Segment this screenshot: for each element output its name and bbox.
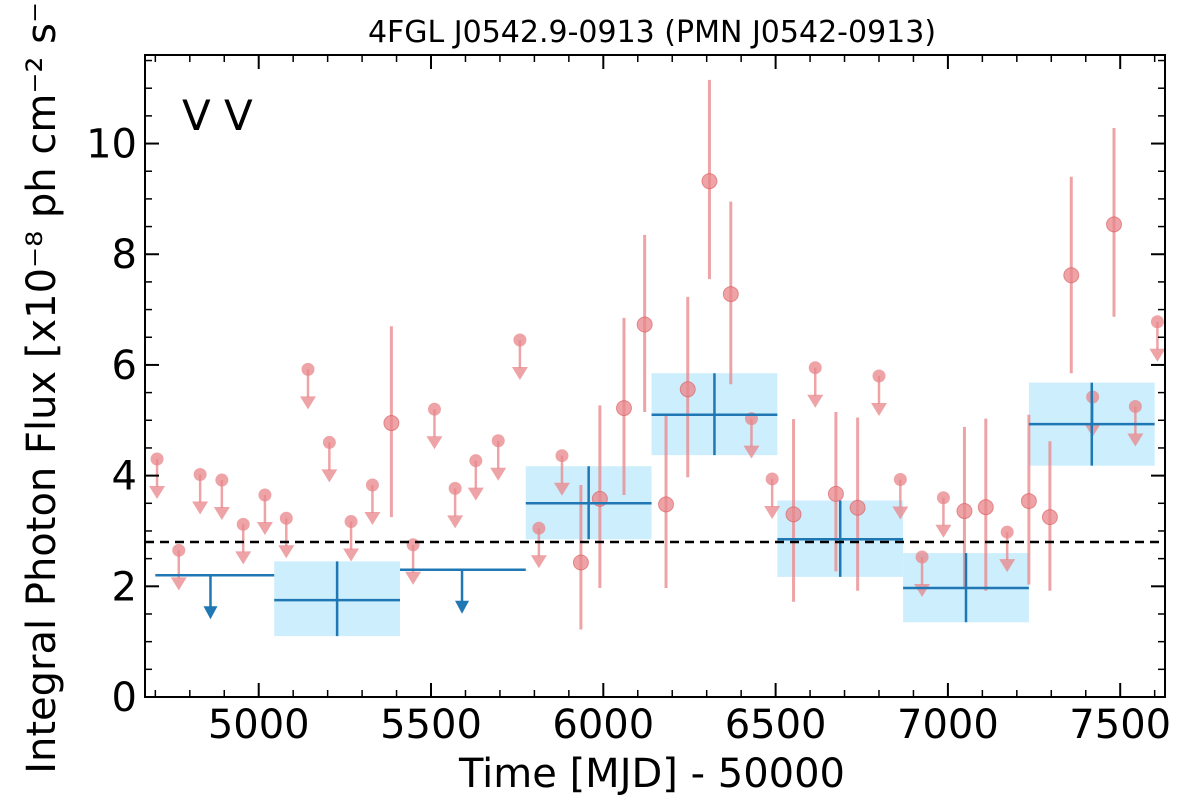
red-limit-arrow-46	[1127, 433, 1144, 447]
red-limit-point-10	[365, 478, 379, 492]
red-limit-arrow-1	[170, 577, 187, 591]
red-point-39	[977, 499, 994, 516]
red-point-43	[1063, 267, 1080, 284]
red-point-11	[383, 415, 400, 432]
x-tick-label-0: 5000	[208, 702, 310, 748]
red-limit-point-46	[1128, 399, 1142, 413]
red-limit-arrow-17	[511, 367, 528, 381]
y-tick-label-1: 2	[112, 564, 137, 610]
red-limit-point-5	[258, 488, 272, 502]
red-limit-point-1	[172, 543, 186, 557]
red-point-27	[722, 286, 739, 303]
y-axis-label: Integral Photon Flux [x10⁻⁸ ph cm⁻² s⁻¹]	[19, 0, 65, 774]
red-point-33	[849, 499, 866, 516]
red-limit-arrow-8	[321, 469, 338, 483]
red-limit-point-37	[936, 491, 950, 505]
red-limit-arrow-14	[447, 515, 464, 529]
red-limit-arrow-13	[426, 436, 443, 450]
red-limit-arrow-4	[235, 551, 252, 565]
x-tick-label-2: 6000	[552, 702, 654, 748]
blue-limit-arrow-0	[203, 606, 218, 620]
red-limit-point-29	[765, 472, 779, 486]
red-limit-arrow-29	[764, 505, 781, 519]
red-limit-arrow-6	[278, 545, 295, 559]
x-tick-label-3: 6500	[725, 702, 827, 748]
red-point-38	[956, 503, 973, 520]
red-limit-arrow-7	[299, 396, 316, 410]
red-limit-point-34	[872, 369, 886, 383]
y-tick-label-2: 4	[112, 454, 137, 500]
red-limit-arrow-34	[870, 403, 887, 416]
legend: V V	[182, 91, 253, 140]
y-tick-label-3: 6	[112, 343, 137, 389]
red-limit-arrow-12	[405, 571, 422, 585]
red-limit-arrow-31	[807, 394, 824, 408]
red-point-42	[1041, 509, 1058, 526]
red-limit-arrow-2	[192, 501, 209, 515]
legend-entry-blue: V	[182, 91, 211, 140]
red-point-26	[701, 173, 718, 190]
red-limit-arrow-15	[467, 487, 484, 501]
red-point-23	[636, 316, 653, 333]
y-tick-label-4: 8	[112, 232, 137, 278]
red-limit-point-40	[1000, 525, 1014, 539]
red-limit-point-8	[322, 435, 336, 449]
red-limit-arrow-37	[935, 524, 952, 538]
red-limit-arrow-19	[553, 482, 570, 496]
plot-frame	[144, 54, 1166, 698]
red-limit-arrow-18	[530, 555, 547, 569]
blue-limit-arrow-2	[455, 600, 470, 614]
red-limit-point-2	[193, 468, 207, 482]
plot-area	[145, 79, 1166, 637]
red-limit-point-19	[555, 449, 569, 463]
red-limit-arrow-10	[364, 512, 381, 526]
red-point-22	[615, 400, 632, 417]
red-limit-point-35	[893, 472, 907, 486]
red-limit-point-31	[808, 361, 822, 375]
red-point-24	[658, 496, 675, 513]
red-point-45	[1106, 216, 1122, 233]
x-axis-label: Time [MJD] - 50000	[458, 751, 845, 797]
red-point-32	[827, 485, 844, 502]
legend-entry-red: V	[224, 91, 253, 140]
red-limit-point-15	[469, 454, 483, 468]
x-tick-label-5: 7500	[1069, 702, 1171, 748]
x-tick-label-4: 7000	[897, 702, 999, 748]
axis-ticks: 5000 5500 6000 6500 7000 7500 0 2 4 6 8 10	[86, 55, 1171, 748]
red-limit-point-47	[1150, 315, 1164, 329]
red-point-20	[572, 554, 589, 571]
red-limit-point-14	[448, 481, 462, 495]
red-limit-arrow-28	[743, 445, 760, 459]
red-limit-arrow-40	[999, 559, 1016, 573]
red-limit-point-6	[279, 511, 293, 525]
red-point-30	[785, 506, 802, 523]
red-limit-arrow-47	[1149, 348, 1166, 362]
red-limit-arrow-9	[343, 548, 360, 562]
y-tick-label-0: 0	[112, 675, 137, 721]
red-limit-arrow-3	[213, 507, 230, 521]
red-limit-point-4	[236, 517, 250, 531]
red-limit-arrow-0	[149, 486, 166, 500]
red-point-25	[679, 381, 696, 398]
red-limit-point-12	[406, 538, 420, 552]
red-limit-point-13	[427, 402, 441, 416]
red-limit-point-16	[491, 434, 505, 448]
red-limit-point-0	[150, 452, 164, 466]
red-limit-point-3	[215, 473, 229, 487]
red-limit-arrow-16	[490, 467, 507, 481]
x-tick-label-1: 5500	[380, 702, 482, 748]
red-limit-point-17	[513, 333, 527, 347]
red-point-41	[1020, 493, 1037, 510]
red-limit-point-9	[344, 515, 358, 529]
red-limit-point-7	[301, 362, 315, 376]
red-limit-point-36	[915, 550, 929, 564]
red-limit-arrow-5	[256, 521, 273, 535]
red-limit-arrow-35	[892, 506, 909, 520]
y-tick-label-5: 10	[86, 122, 137, 168]
chart-title: 4FGL J0542.9-0913 (PMN J0542-0913)	[368, 15, 936, 50]
red-limit-point-18	[532, 521, 546, 535]
